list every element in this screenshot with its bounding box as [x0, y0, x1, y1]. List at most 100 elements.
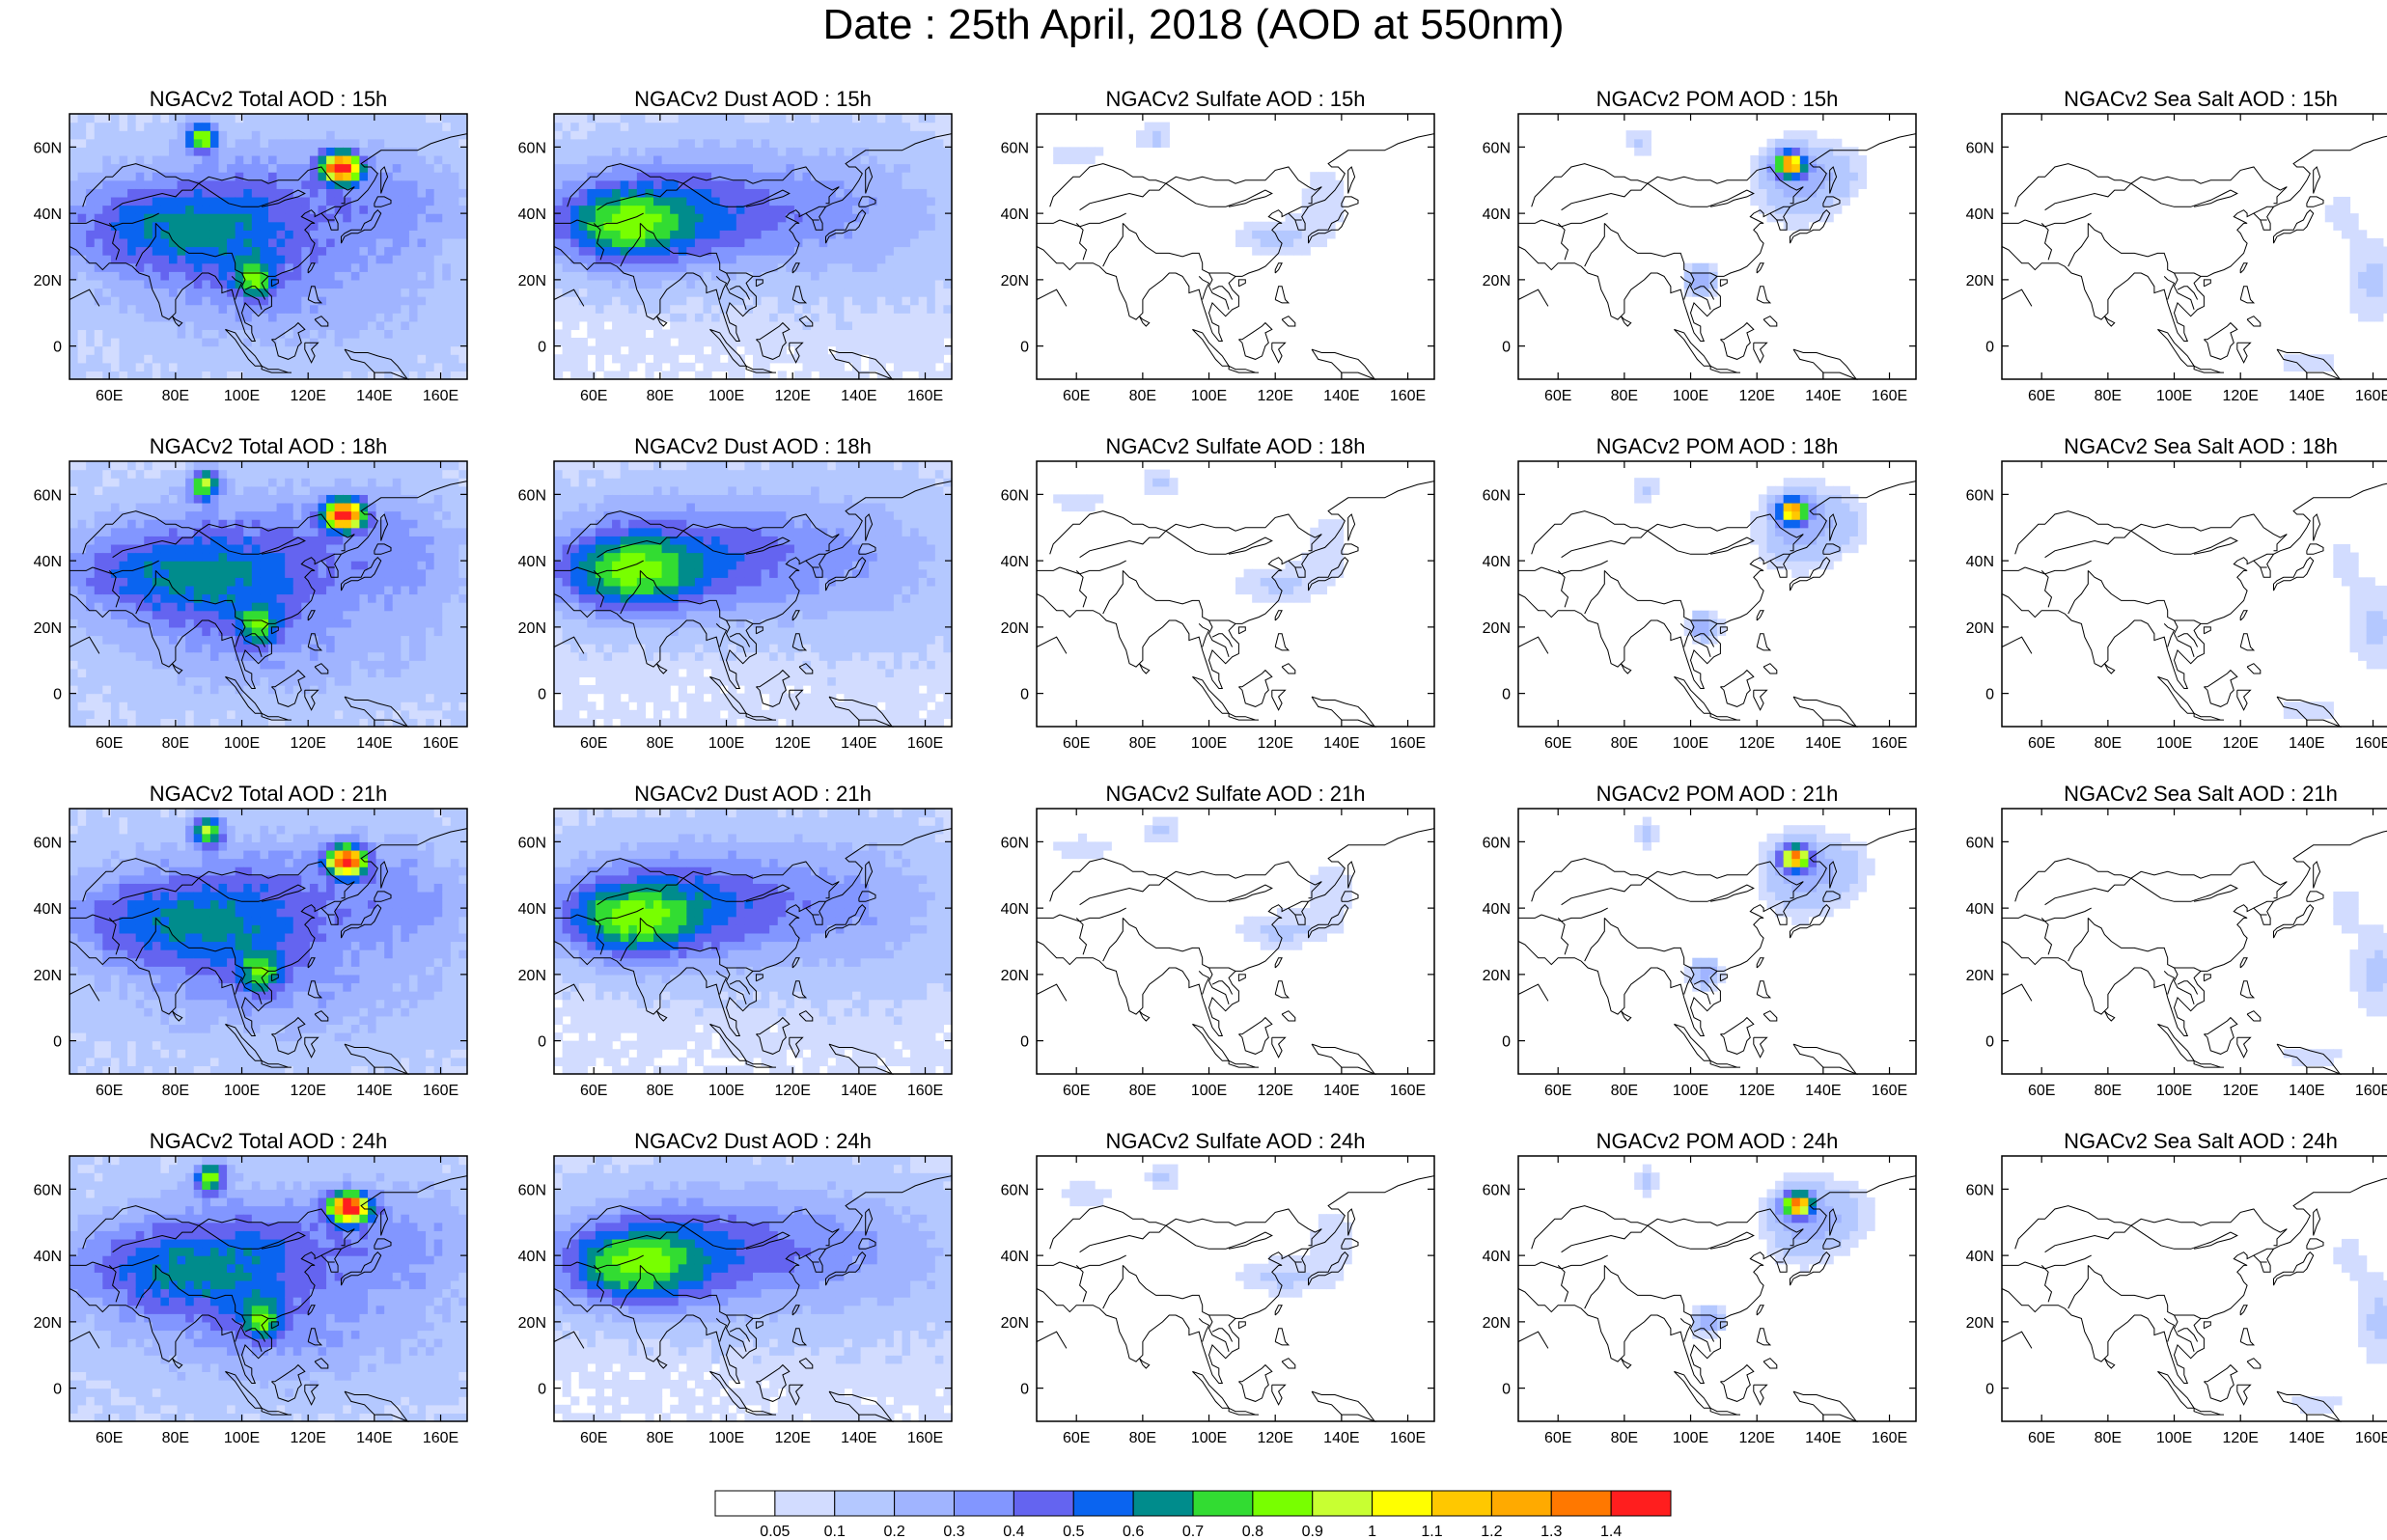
aod-cell: [736, 296, 746, 306]
aod-cell: [1252, 237, 1262, 248]
aod-cell: [227, 262, 236, 272]
aod-cell: [918, 304, 928, 314]
aod-cell: [177, 179, 186, 189]
aod-cell: [243, 279, 253, 289]
aod-cell: [292, 147, 302, 156]
aod-cell: [202, 147, 211, 156]
aod-cell: [77, 172, 87, 181]
aod-cell: [177, 230, 186, 239]
aod-cell: [309, 485, 319, 495]
aod-cell: [628, 362, 638, 371]
aod-cell: [110, 130, 121, 140]
aod-cell: [728, 163, 737, 173]
aod-cell: [442, 205, 452, 214]
aod-cell: [94, 593, 103, 603]
aod-cell: [645, 221, 654, 231]
aod-cell: [350, 668, 361, 678]
aod-cell: [350, 371, 361, 380]
aod-cell: [260, 610, 269, 619]
aod-cell: [711, 130, 721, 140]
aod-cell: [169, 676, 179, 686]
aod-cell: [218, 668, 228, 678]
aod-cell: [135, 262, 145, 272]
aod-cell: [1243, 221, 1253, 231]
aod-cell: [910, 172, 920, 181]
aod-cell: [69, 114, 79, 124]
aod-cell: [285, 552, 294, 562]
aod-cell: [292, 510, 302, 520]
aod-cell: [562, 147, 571, 156]
aod-cell: [309, 543, 319, 554]
aod-cell: [235, 362, 244, 371]
coastline: [553, 289, 585, 307]
aod-cell: [285, 114, 294, 124]
aod-cell: [268, 510, 278, 520]
aod-cell: [135, 205, 145, 214]
lon-tick-label: 140E: [1323, 388, 1359, 404]
aod-cell: [426, 196, 435, 206]
aod-cell: [94, 345, 103, 355]
aod-cell: [152, 701, 162, 711]
aod-cell: [2324, 354, 2334, 364]
aod-cell: [359, 114, 369, 124]
aod-cell: [694, 237, 705, 248]
aod-cell: [433, 362, 443, 371]
aod-cell: [761, 271, 770, 281]
aod-cell: [169, 469, 179, 479]
aod-cell: [185, 163, 195, 173]
aod-cell: [554, 338, 564, 347]
aod-cell: [893, 130, 903, 140]
aod-cell: [235, 619, 244, 628]
aod-cell: [408, 163, 419, 173]
aod-cell: [612, 122, 622, 131]
aod-cell: [686, 288, 696, 297]
aod-cell: [334, 262, 344, 272]
aod-cell: [603, 179, 613, 189]
aod-cell: [1817, 172, 1826, 181]
aod-cell: [318, 602, 327, 612]
aod-cell: [401, 114, 410, 124]
aod-cell: [334, 469, 344, 479]
aod-cell: [2358, 271, 2368, 281]
aod-cell: [343, 255, 352, 264]
aod-cell: [902, 114, 911, 124]
aod-cell: [292, 362, 302, 371]
aod-cell: [135, 230, 145, 239]
aod-cell: [169, 338, 179, 347]
aod-cell: [119, 262, 128, 272]
aod-cell: [177, 651, 186, 661]
aod-cell: [678, 288, 687, 297]
aod-cell: [94, 154, 103, 165]
aod-cell: [209, 345, 220, 355]
aod-cell: [285, 693, 294, 702]
aod-cell: [185, 461, 195, 471]
aod-cell: [1235, 230, 1245, 239]
aod-cell: [326, 296, 336, 306]
aod-cell: [719, 147, 729, 156]
aod-cell: [885, 246, 895, 256]
aod-cell: [661, 188, 671, 198]
aod-cell: [251, 320, 262, 331]
aod-cell: [350, 718, 361, 728]
aod-cell: [595, 163, 605, 173]
aod-cell: [292, 635, 302, 645]
aod-cell: [392, 130, 402, 140]
aod-cell: [185, 552, 195, 562]
aod-cell: [918, 237, 928, 248]
aod-cell: [69, 651, 79, 661]
aod-cell: [1252, 230, 1262, 239]
aod-cell: [77, 320, 87, 331]
aod-cell: [769, 329, 779, 339]
aod-cell: [628, 288, 638, 297]
aod-cell: [934, 163, 945, 173]
aod-cell: [102, 230, 112, 239]
aod-cell: [628, 354, 638, 364]
aod-cell: [595, 338, 605, 347]
aod-cell: [384, 619, 394, 628]
aod-cell: [719, 237, 729, 248]
aod-cell: [209, 626, 220, 637]
aod-cell: [869, 255, 878, 264]
aod-cell: [554, 221, 564, 231]
aod-cell: [193, 602, 203, 612]
